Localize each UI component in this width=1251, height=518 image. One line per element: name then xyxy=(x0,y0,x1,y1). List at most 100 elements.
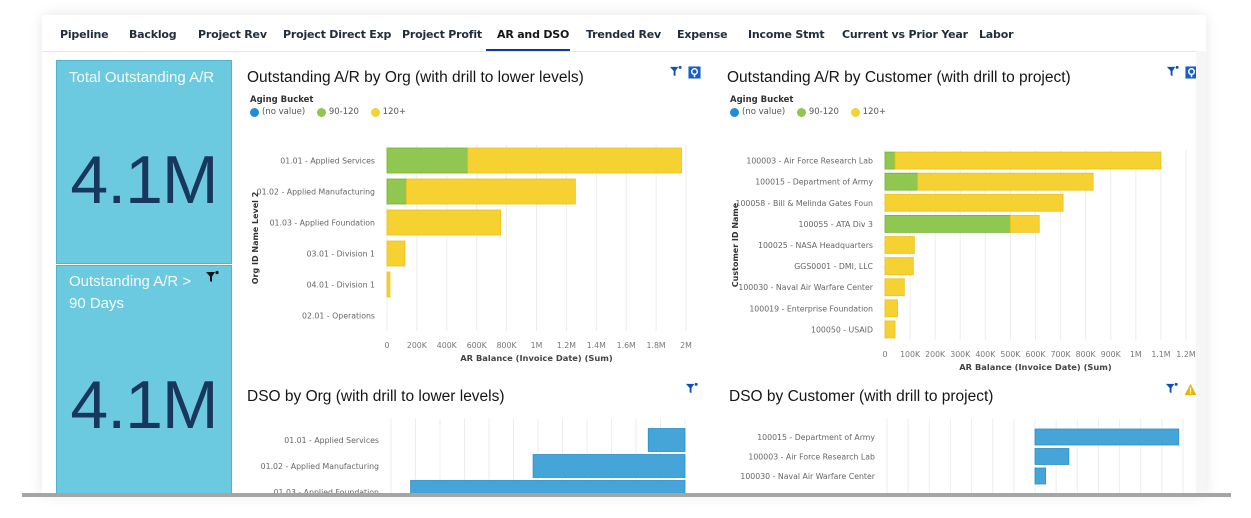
warning-icon[interactable] xyxy=(1184,383,1197,396)
stacked-bar[interactable] xyxy=(386,178,407,205)
y-category-label: 04.01 - Division 1 xyxy=(307,281,375,290)
dso-bar[interactable] xyxy=(532,454,686,478)
y-category-label: GGS0001 - DMI, LLC xyxy=(794,262,873,271)
x-tick-label: 800K xyxy=(497,341,518,350)
legend-label: 90-120 xyxy=(328,107,359,117)
bottom-edge xyxy=(22,493,1231,497)
stacked-bar[interactable] xyxy=(386,271,391,298)
stacked-bar[interactable] xyxy=(386,240,406,267)
x-tick-label: 400K xyxy=(975,350,996,359)
kpi-title: Outstanding A/R > 90 Days xyxy=(69,273,192,312)
stacked-bar[interactable] xyxy=(1010,214,1040,233)
y-category-label: 01.03 - Applied Foundation xyxy=(274,488,379,495)
x-tick-label: 2M xyxy=(680,341,692,350)
legend-swatch xyxy=(796,107,806,117)
kpi-value: 4.1M xyxy=(70,367,218,443)
stacked-bar[interactable] xyxy=(884,214,1011,233)
legend-label: 120+ xyxy=(862,107,887,117)
stacked-bar[interactable] xyxy=(467,147,682,174)
legend: (no value) 90-120 120+ xyxy=(730,107,895,120)
x-tick-label: 800K xyxy=(1076,350,1097,359)
x-tick-label: 0 xyxy=(883,350,888,359)
kpi-value: 4.1M xyxy=(70,142,218,218)
stacked-bar[interactable] xyxy=(917,172,1094,191)
tab-pipeline[interactable]: Pipeline xyxy=(60,28,109,41)
filter-icon[interactable] xyxy=(669,65,682,78)
y-category-label: 100025 - NASA Headquarters xyxy=(758,241,873,250)
dso-bar[interactable] xyxy=(1034,467,1046,485)
y-category-label: 100055 - ATA Div 3 xyxy=(799,220,873,229)
y-category-label: 01.02 - Applied Manufacturing xyxy=(261,462,379,471)
tab-project-profit[interactable]: Project Profit xyxy=(402,28,482,41)
y-category-label: 01.03 - Applied Foundation xyxy=(270,219,375,228)
y-category-label: 01.01 - Applied Services xyxy=(280,157,375,166)
legend-item[interactable]: 120+ xyxy=(850,107,887,117)
tab-backlog[interactable]: Backlog xyxy=(129,28,177,41)
y-category-label: 100058 - Bill & Melinda Gates Foun xyxy=(736,199,874,208)
legend-label: 90-120 xyxy=(808,107,839,117)
scrollbar-track[interactable] xyxy=(1196,51,1206,495)
stacked-bar[interactable] xyxy=(884,257,914,276)
legend-item[interactable]: (no value) xyxy=(250,107,305,117)
y-category-label: 02.01 - Operations xyxy=(302,312,375,321)
tab-ar-and-dso[interactable]: AR and DSO xyxy=(497,28,570,41)
stacked-bar[interactable] xyxy=(884,299,898,318)
legend-swatch xyxy=(250,107,259,117)
stacked-bar[interactable] xyxy=(386,147,469,174)
panel-title-ar-by-org: Outstanding A/R by Org (with drill to lo… xyxy=(247,69,584,86)
y-category-label: 100050 - USAID xyxy=(811,325,873,334)
tab-income-stmt[interactable]: Income Stmt xyxy=(748,28,825,41)
stacked-bar[interactable] xyxy=(884,236,915,254)
y-category-label: 100015 - Department of Army xyxy=(755,178,873,187)
stacked-bar[interactable] xyxy=(406,178,576,205)
legend-swatch xyxy=(730,107,739,117)
stacked-bar[interactable] xyxy=(884,320,896,339)
stacked-bar[interactable] xyxy=(884,151,896,170)
y-category-label: 100019 - Enterprise Foundation xyxy=(749,304,873,313)
y-axis-title: Org ID Name Level 2 xyxy=(251,192,260,285)
active-tab-indicator xyxy=(486,49,570,51)
x-tick-label: 200K xyxy=(407,341,428,350)
filter-icon[interactable] xyxy=(1166,65,1179,78)
y-category-label: 100003 - Air Force Research Lab xyxy=(748,453,875,462)
kpi-outstanding-ar-90-days[interactable]: Outstanding A/R > 90 Days 4.1M xyxy=(56,265,232,495)
legend-item[interactable]: 120+ xyxy=(370,107,406,117)
stacked-bar[interactable] xyxy=(884,278,905,297)
y-category-label: 100030 - Naval Air Warfare Center xyxy=(738,283,873,292)
tab-current-vs-prior-year[interactable]: Current vs Prior Year xyxy=(842,28,968,41)
legend-item[interactable]: (no value) xyxy=(730,107,785,117)
tab-trended-rev[interactable]: Trended Rev xyxy=(586,28,661,41)
x-tick-label: 200K xyxy=(925,350,946,359)
stacked-bar[interactable] xyxy=(884,193,1064,212)
panel-title-ar-by-customer: Outstanding A/R by Customer (with drill … xyxy=(727,69,1071,86)
x-tick-label: 1M xyxy=(531,341,543,350)
tab-expense[interactable]: Expense xyxy=(677,28,728,41)
filter-icon[interactable] xyxy=(1165,382,1178,395)
stacked-bar[interactable] xyxy=(386,209,502,236)
tab-project-rev[interactable]: Project Rev xyxy=(198,28,267,41)
dso-by-customer-chart: 100015 - Department of Army 100003 - Air … xyxy=(740,419,1184,495)
filter-icon[interactable] xyxy=(685,382,698,395)
dso-bar[interactable] xyxy=(647,428,686,452)
tab-project-direct-exp[interactable]: Project Direct Exp xyxy=(283,28,392,41)
legend-label: (no value) xyxy=(742,107,786,117)
x-tick-label: 1.4M xyxy=(587,341,606,350)
drill-icon[interactable] xyxy=(688,66,701,79)
legend-item[interactable]: 90-120 xyxy=(796,107,839,117)
stacked-bar[interactable] xyxy=(884,172,919,191)
stacked-bar[interactable] xyxy=(894,151,1162,170)
kpi-total-outstanding-ar[interactable]: Total Outstanding A/R 4.1M xyxy=(56,60,232,264)
legend-item[interactable]: 90-120 xyxy=(316,107,359,117)
drill-icon[interactable] xyxy=(1185,66,1198,79)
dso-bar[interactable] xyxy=(1034,428,1180,446)
x-axis-title: AR Balance (Invoice Date) (Sum) xyxy=(460,353,613,363)
tab-labor[interactable]: Labor xyxy=(979,28,1014,41)
x-tick-label: 1M xyxy=(1130,350,1142,359)
legend-label: (no value) xyxy=(262,107,306,117)
kpi-title: Total Outstanding A/R xyxy=(69,69,215,86)
dso-bar[interactable] xyxy=(1034,448,1070,465)
x-tick-label: 500K xyxy=(1000,350,1021,359)
dso-bar[interactable] xyxy=(410,480,686,496)
x-tick-label: 700K xyxy=(1051,350,1072,359)
filter-icon[interactable] xyxy=(205,270,219,284)
